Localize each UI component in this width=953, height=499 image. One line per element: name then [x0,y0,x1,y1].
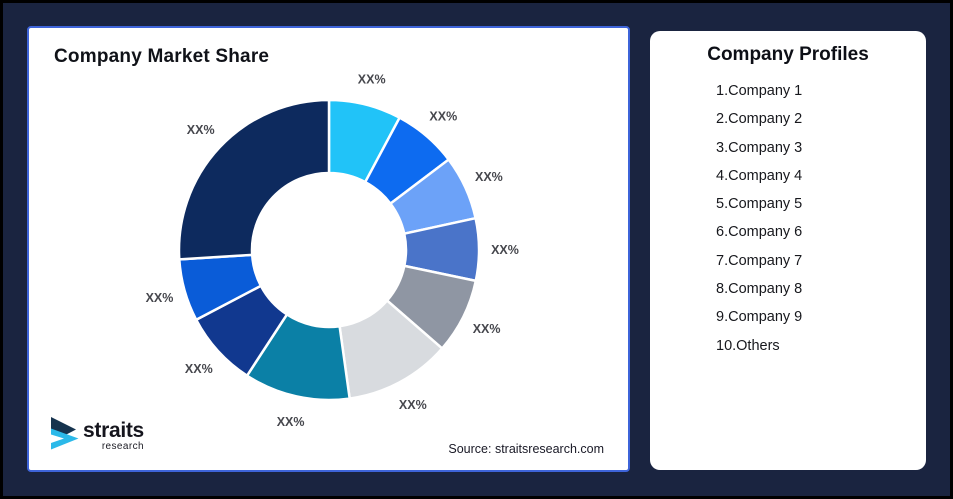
logo-name: straits [83,419,144,442]
company-profiles-card: Company Profiles 1.Company 1 2.Company 2 3… [650,31,926,470]
list-item: 9.Company 9 [716,309,803,326]
list-item: 6.Company 6 [716,224,803,241]
logo-subtitle: research [101,441,144,452]
slice-label: XX% [399,398,427,412]
slice-label: XX% [187,123,215,137]
donut-slice [177,98,331,261]
straits-research-logo: straits research [49,416,144,452]
list-item: 4.Company 4 [716,167,803,184]
profiles-title: Company Profiles [707,44,869,65]
slice-label: XX% [429,110,457,124]
list-item: 3.Company 3 [716,139,803,156]
slice-label: XX% [475,170,503,184]
straits-logo-icon [51,417,79,450]
donut-chart: XX% XX% XX% XX% XX% XX% XX% XX% XX% XX% [146,73,519,429]
slice-label: XX% [185,362,213,376]
slice-label: XX% [491,243,519,257]
slice-label: XX% [146,291,174,305]
list-item: 1.Company 1 [716,83,803,99]
logo-text: straits research [83,420,144,452]
chart-title: Company Market Share [54,46,270,67]
slice-label: XX% [473,322,501,336]
list-item: 10.Others [716,337,780,354]
list-item: 7.Company 7 [716,252,803,269]
market-share-card: Company Market Share XX% XX% XX% XX% XX% XX% X… [27,26,630,472]
slice-label: XX% [358,73,386,87]
list-item: 8.Company 8 [716,281,803,298]
source-note: Source: straitsresearch.com [448,442,604,456]
company-list: 1.Company 1 2.Company 2 3.Company 3 4.Compa… [716,77,918,360]
list-item: 2.Company 2 [716,111,803,128]
slice-label: XX% [277,415,305,429]
list-item: 5.Company 5 [716,196,803,213]
